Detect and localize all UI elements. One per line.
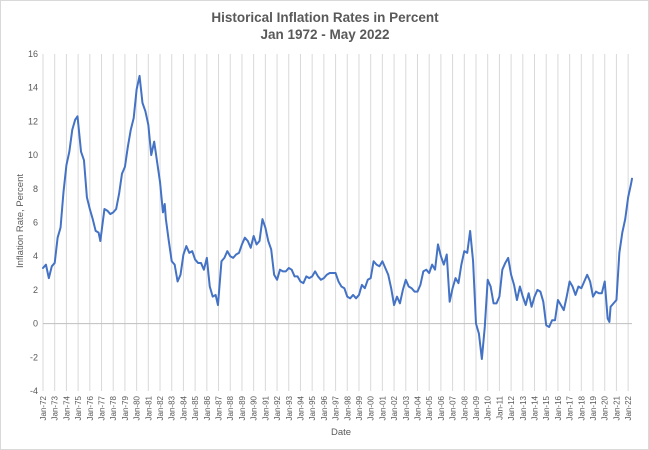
x-tick-label: Jan-77 <box>98 395 107 420</box>
x-tick-label: Jan-73 <box>51 395 60 420</box>
x-tick-label: Jan-78 <box>109 395 118 420</box>
x-tick-label: Jan-75 <box>74 395 83 420</box>
x-tick-label: Jan-22 <box>624 395 633 420</box>
y-axis-ticks: -4 -2 0 2 4 6 8 10 12 14 16 <box>28 49 38 396</box>
x-tick-label: Jan-86 <box>203 395 212 420</box>
x-tick-label: Jan-15 <box>542 395 551 420</box>
y-tick-label: 10 <box>28 150 38 160</box>
y-tick-label: 2 <box>33 285 38 295</box>
x-tick-label: Jan-95 <box>308 395 317 420</box>
x-tick-label: Jan-83 <box>168 395 177 420</box>
x-tick-label: Jan-88 <box>226 395 235 420</box>
y-tick-label: 16 <box>28 49 38 59</box>
x-tick-label: Jan-08 <box>460 395 469 420</box>
x-tick-label: Jan-80 <box>133 395 142 420</box>
x-tick-label: Jan-05 <box>425 395 434 420</box>
x-tick-label: Jan-72 <box>39 395 48 420</box>
x-tick-label: Jan-92 <box>273 395 282 420</box>
y-tick-label: -2 <box>30 352 38 362</box>
x-tick-label: Jan-76 <box>86 395 95 420</box>
x-tick-label: Jan-20 <box>601 395 610 420</box>
y-tick-label: 6 <box>33 218 38 228</box>
y-tick-label: -4 <box>30 386 38 396</box>
y-axis-label: Inflation Rate, Percent <box>15 174 26 268</box>
x-tick-label: Jan-18 <box>577 395 586 420</box>
x-tick-label: Jan-16 <box>554 395 563 420</box>
x-tick-label: Jan-00 <box>367 395 376 420</box>
x-tick-label: Jan-11 <box>495 395 504 419</box>
y-tick-label: 12 <box>28 116 38 126</box>
x-tick-label: Jan-14 <box>531 395 540 420</box>
x-tick-label: Jan-94 <box>296 395 305 420</box>
x-tick-label: Jan-81 <box>144 395 153 420</box>
x-tick-label: Jan-12 <box>507 395 516 420</box>
vertical-gridlines <box>42 54 629 391</box>
x-tick-label: Jan-09 <box>472 395 481 420</box>
x-tick-label: Jan-79 <box>121 395 130 420</box>
x-tick-label: Jan-85 <box>191 395 200 420</box>
x-tick-label: Jan-21 <box>612 395 621 420</box>
chart-subtitle: Jan 1972 - May 2022 <box>260 27 389 42</box>
y-tick-label: 4 <box>33 251 38 261</box>
x-tick-label: Jan-91 <box>261 395 270 420</box>
x-tick-label: Jan-93 <box>285 395 294 420</box>
x-tick-label: Jan-99 <box>355 395 364 420</box>
x-tick-label: Jan-82 <box>156 395 165 420</box>
x-tick-label: Jan-87 <box>215 395 224 420</box>
x-tick-label: Jan-01 <box>378 395 387 420</box>
y-tick-label: 8 <box>33 184 38 194</box>
x-axis-label: Date <box>331 427 351 438</box>
x-tick-label: Jan-84 <box>179 395 188 420</box>
y-tick-label: 14 <box>28 83 38 93</box>
x-tick-label: Jan-96 <box>320 395 329 420</box>
chart-title: Historical Inflation Rates in Percent <box>211 10 439 25</box>
x-tick-label: Jan-10 <box>484 395 493 420</box>
x-tick-label: Jan-89 <box>238 395 247 420</box>
x-axis-ticks: Jan-72 Jan-73 Jan-74 Jan-75 Jan-76 Jan-77 Jan-… <box>39 395 633 420</box>
x-tick-label: Jan-03 <box>402 395 411 420</box>
x-tick-label: Jan-98 <box>343 395 352 420</box>
x-tick-label: Jan-06 <box>437 395 446 420</box>
x-tick-label: Jan-02 <box>390 395 399 420</box>
x-tick-label: Jan-04 <box>413 395 422 420</box>
x-tick-label: Jan-90 <box>250 395 259 420</box>
x-tick-label: Jan-74 <box>62 395 71 420</box>
inflation-rate-line <box>42 74 633 360</box>
x-tick-label: Jan-17 <box>566 395 575 420</box>
x-tick-label: Jan-07 <box>449 395 458 420</box>
x-tick-label: Jan-97 <box>332 395 341 420</box>
x-tick-label: Jan-13 <box>519 395 528 420</box>
y-tick-label: 0 <box>33 319 38 329</box>
x-tick-label: Jan-19 <box>589 395 598 420</box>
